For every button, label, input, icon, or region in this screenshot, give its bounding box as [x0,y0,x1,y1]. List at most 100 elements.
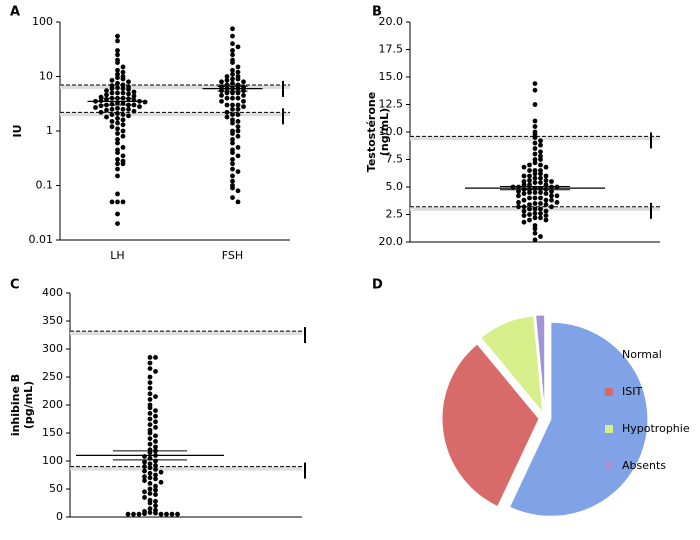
y-tick-label: 15.0 [379,70,404,83]
dot [115,157,120,162]
dot [538,149,543,155]
dot [153,476,158,482]
dot [109,112,115,117]
dot [549,204,554,210]
dot [104,92,109,98]
y-axis-label: IU [11,124,24,137]
y-tick-label: 0.01 [29,233,54,246]
pie-slice [441,343,540,508]
dot [532,140,538,146]
dot [115,80,120,86]
dot [153,369,158,374]
dot [230,95,235,101]
y-tick-label: 5.0 [386,180,404,193]
dot [235,199,241,205]
dot [115,131,120,136]
dot [230,150,235,156]
dot [538,201,543,206]
dot [549,197,554,203]
dot [532,180,538,186]
dot [538,234,543,239]
dot [230,33,235,39]
dot [230,173,235,179]
reference-band [70,466,302,471]
dot [532,201,538,206]
dot [543,197,549,203]
dot [235,90,241,96]
panel-letter: B [372,5,382,20]
dot [147,470,153,476]
dot [532,118,538,124]
reference-band [60,112,290,117]
dot [120,86,126,91]
dot [554,200,560,205]
dot [109,86,115,91]
dot [153,425,158,430]
dot [235,133,241,139]
dot [532,151,538,157]
dot [230,48,235,53]
dot [115,120,120,126]
dot [538,168,543,173]
dot [131,108,137,114]
dot [142,495,147,500]
dot [521,213,527,219]
dot [125,511,131,517]
dot [235,76,241,82]
dot [219,92,224,98]
y-tick-label: 20.0 [379,15,404,28]
y-tick-label: 350 [42,314,63,327]
dot [153,467,158,472]
y-tick-label: 150 [42,426,63,439]
dot [543,178,549,183]
dot [142,468,147,474]
y-tick-label: 100 [32,15,53,28]
dot [115,48,120,53]
dot [527,190,532,195]
dot [235,119,241,124]
y-tick-label: 0 [56,510,63,523]
legend-label: Hypotrophie [622,422,690,435]
dot [532,135,538,140]
dot [120,199,126,205]
dot [115,191,120,197]
dot [230,137,235,142]
dot [147,465,153,471]
dot [153,394,158,399]
dot [126,79,131,85]
dot [521,173,527,179]
dot [230,161,235,167]
dot [164,511,169,517]
dot [235,69,241,75]
dot [120,69,126,75]
dot [115,60,120,65]
dot [153,498,158,504]
dot [136,511,142,517]
dot [120,112,126,117]
dot [538,162,543,168]
dot [153,463,158,468]
dot [241,98,246,104]
dot [153,472,158,478]
dot [120,153,126,159]
dot [147,366,153,371]
legend-label: Normal [622,348,662,361]
dot [147,380,153,385]
dot [115,150,120,156]
dot [147,486,153,492]
dot [120,122,126,128]
dot [532,87,538,93]
dot [532,160,538,166]
dot [230,41,235,47]
dot [230,76,235,82]
dot [230,102,235,108]
dot [532,206,538,212]
dot [115,211,120,217]
dot [527,202,532,208]
dot [120,128,126,134]
dot [158,511,164,517]
dot [115,140,120,146]
dot [230,26,235,32]
dot [147,385,153,391]
dot [543,202,549,208]
